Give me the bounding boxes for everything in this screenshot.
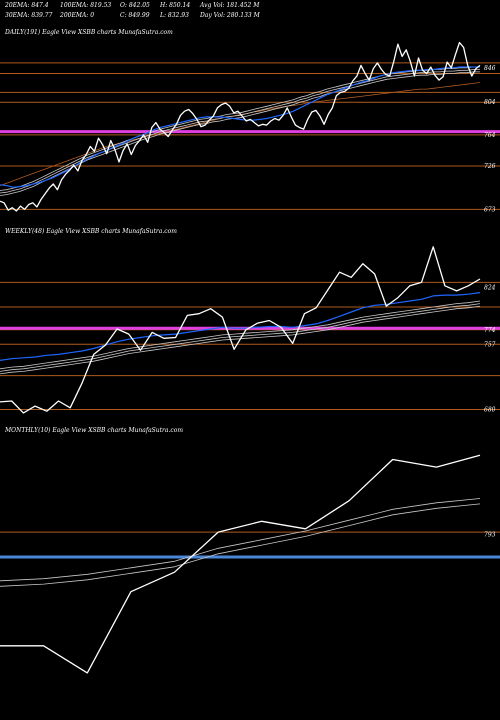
header: 20EMA: 847.4 100EMA: 819.53 O: 842.05 H:… xyxy=(4,2,261,19)
weekly-y-tick-label: 757 xyxy=(484,341,496,348)
weekly-y-tick-label: 680 xyxy=(484,407,496,414)
daily-panel: DAILY(191) Eagle View XSBB charts Munafa… xyxy=(0,29,500,213)
weekly-fast-ema-line xyxy=(0,292,481,361)
header-ema100: 100EMA: 819.53 xyxy=(60,2,111,9)
header-ema30: 30EMA: 839.77 xyxy=(5,12,53,19)
monthly-slow-ema-line xyxy=(0,503,481,587)
daily-y-tick-label: 726 xyxy=(484,163,496,170)
monthly-y-tick-label: 793 xyxy=(484,531,496,538)
daily-slow-ema-line xyxy=(0,69,480,194)
weekly-panel: WEEKLY(48) Eagle View XSBB charts Munafa… xyxy=(0,228,500,414)
monthly-price-line xyxy=(0,454,481,674)
monthly-panel: MONTHLY(10) Eagle View XSBB charts Munaf… xyxy=(0,427,500,674)
header-high: H: 850.14 xyxy=(159,2,190,9)
header-low: L: 832.93 xyxy=(159,12,189,19)
header-open: O: 842.05 xyxy=(120,2,150,9)
header-avg-vol: Avg Vol: 181.452 M xyxy=(199,2,260,9)
daily-panel-title: DAILY(191) Eagle View XSBB charts Munafa… xyxy=(4,29,173,36)
daily-y-tick-label: 673 xyxy=(484,206,496,213)
monthly-slow-ema-line xyxy=(0,498,481,582)
header-day-vol: Day Vol: 280.133 M xyxy=(199,12,261,19)
daily-y-tick-label: 764 xyxy=(484,132,496,139)
weekly-panel-title: WEEKLY(48) Eagle View XSBB charts Munafa… xyxy=(5,228,177,235)
header-close: C: 849.99 xyxy=(120,12,150,19)
weekly-price-line xyxy=(0,246,481,414)
daily-fast-ema-line xyxy=(0,66,480,188)
header-ema200: 200EMA: 0 xyxy=(59,12,94,19)
weekly-y-tick-label: 774 xyxy=(484,327,496,334)
weekly-y-tick-label: 824 xyxy=(484,285,496,292)
daily-y-tick-label: 846 xyxy=(484,65,496,72)
weekly-slow-ema-line xyxy=(0,300,481,370)
weekly-slow-ema-line xyxy=(0,303,481,372)
header-ema20: 20EMA: 847.4 xyxy=(4,2,49,9)
daily-price-line xyxy=(0,41,481,212)
monthly-panel-title: MONTHLY(10) Eagle View XSBB charts Munaf… xyxy=(4,427,183,434)
daily-slow-ema-line xyxy=(0,71,480,196)
daily-y-tick-label: 804 xyxy=(484,99,496,106)
